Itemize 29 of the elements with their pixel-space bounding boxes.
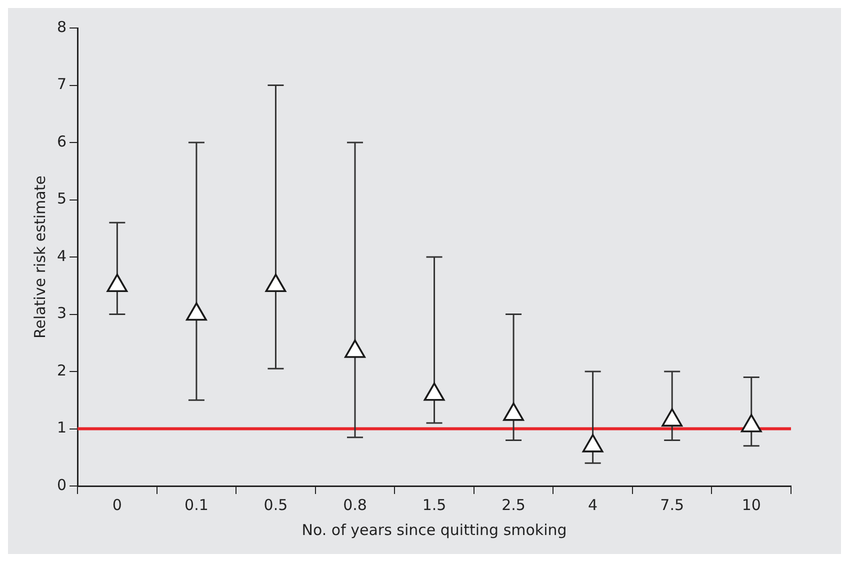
point [186,302,207,321]
x-tick-label: 4 [588,496,598,514]
y-tick-label: 4 [56,246,67,265]
y-tick-label: 3 [56,304,67,322]
y-tick-label: 8 [56,18,67,36]
x-tick-label: 1.5 [422,496,446,514]
x-axis-title: No. of years since quitting smoking [302,520,567,539]
x-tick-label: 0.5 [264,496,288,514]
y-tick-label: 2 [56,361,67,380]
y-axis-title: Relative risk estimate [30,176,49,338]
point [265,274,286,292]
point [740,414,762,432]
y-tick-label: 5 [56,190,67,208]
y-tick-label: 1 [56,418,67,437]
point [662,408,683,427]
point [106,274,128,292]
y-tick-label: 6 [56,132,67,150]
x-tick-label: 0.8 [343,496,367,514]
y-tick-label: 0 [56,476,67,494]
x-tick-label: 0.1 [184,496,208,514]
x-tick-label: 7.5 [660,496,684,514]
x-tick-label: 2.5 [502,496,526,514]
x-tick-label: 10 [742,496,761,514]
point [582,434,604,452]
point [503,402,524,421]
y-tick-label: 7 [56,75,67,94]
point [424,382,445,401]
point [344,340,366,358]
x-tick-label: 0 [112,496,122,514]
